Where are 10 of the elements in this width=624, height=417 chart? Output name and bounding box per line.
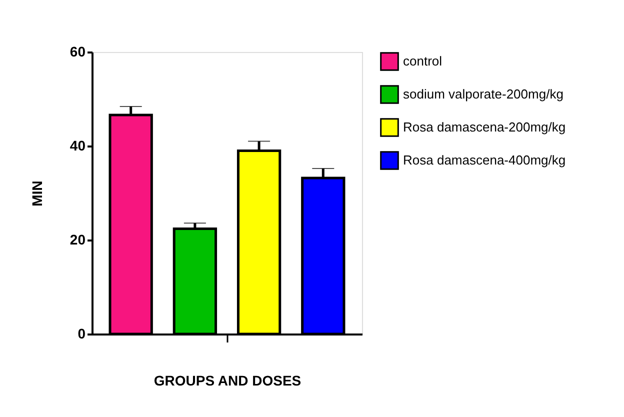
y-tick-label: 20 — [70, 232, 86, 248]
legend-label: sodium valporate-200mg/kg — [403, 86, 564, 102]
legend-label: Rosa damascena-400mg/kg — [403, 152, 566, 168]
y-tick-label: 40 — [70, 138, 86, 154]
y-axis-title: MIN — [28, 180, 45, 206]
y-tick-label: 60 — [70, 44, 86, 60]
legend-label: Rosa damascena-200mg/kg — [403, 120, 566, 134]
y-tick-label: 0 — [78, 326, 86, 342]
legend-label: control — [403, 54, 442, 68]
x-axis-title: GROUPS AND DOSES — [154, 372, 302, 388]
